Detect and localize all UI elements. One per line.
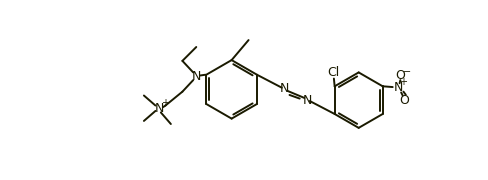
Text: +: +	[400, 77, 407, 87]
Text: N: N	[303, 94, 312, 107]
Text: O: O	[399, 94, 409, 107]
Text: N: N	[155, 102, 164, 115]
Text: N: N	[192, 70, 201, 83]
Text: N: N	[393, 81, 403, 94]
Text: −: −	[403, 67, 411, 77]
Text: N: N	[280, 82, 289, 95]
Text: O: O	[395, 69, 406, 82]
Text: +: +	[162, 98, 169, 108]
Text: Cl: Cl	[327, 66, 339, 79]
